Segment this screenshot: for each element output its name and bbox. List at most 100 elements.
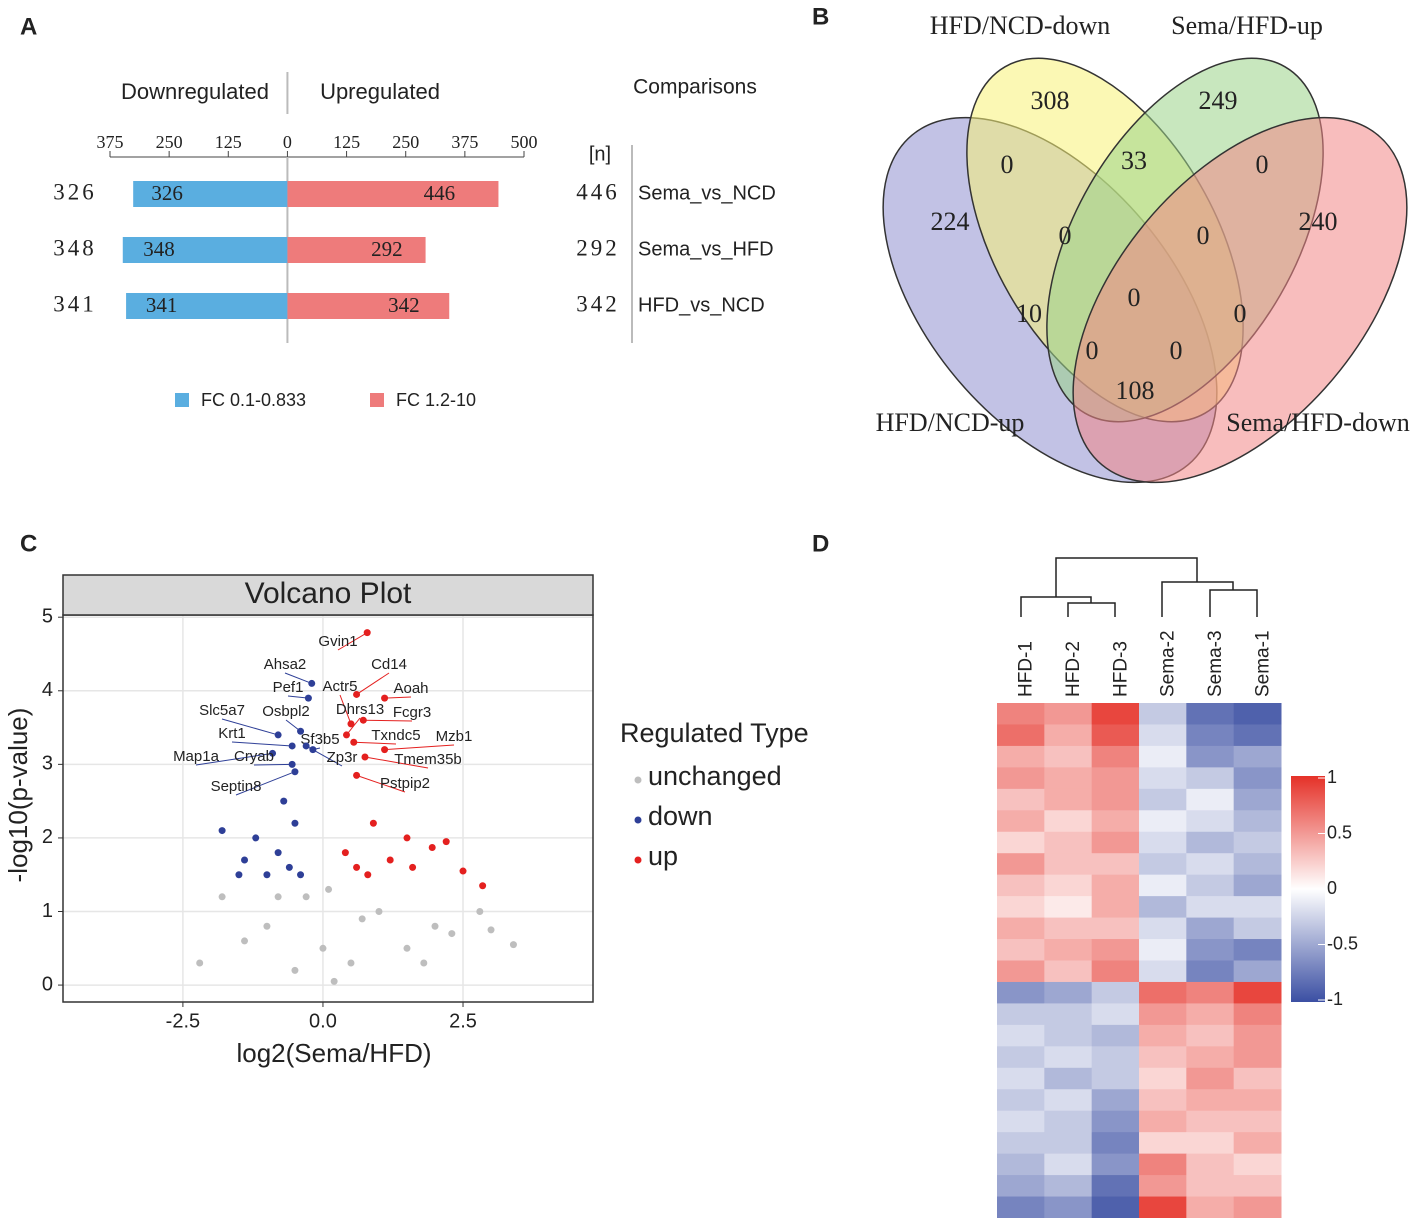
heatmap-cell bbox=[1139, 939, 1187, 961]
legend-label: FC 1.2-10 bbox=[396, 390, 476, 410]
leader-line bbox=[384, 696, 412, 699]
point bbox=[476, 908, 484, 916]
heatmap-cell bbox=[1091, 1175, 1140, 1198]
heatmap-cell bbox=[997, 724, 1045, 747]
region-count: 240 bbox=[1299, 207, 1338, 236]
point bbox=[386, 856, 394, 864]
region-count: 108 bbox=[1116, 376, 1155, 405]
bar-label: 292 bbox=[371, 237, 403, 261]
dendrogram-branches bbox=[1020, 557, 1258, 617]
region-count: 0 bbox=[1234, 299, 1247, 328]
heatmap-cell bbox=[1233, 1153, 1282, 1176]
heatmap-cell bbox=[1186, 767, 1235, 790]
heatmap-cell bbox=[1044, 896, 1093, 919]
bar-label: 341 bbox=[146, 293, 178, 317]
heatmap-cell bbox=[1139, 1132, 1187, 1155]
category-label: Sema_vs_NCD bbox=[638, 182, 776, 204]
heatmap-cell bbox=[1186, 1067, 1235, 1090]
leader-line bbox=[195, 752, 273, 766]
y-tick-label: 4 bbox=[42, 679, 53, 701]
point bbox=[330, 977, 338, 985]
legend-swatch bbox=[634, 816, 642, 824]
point-label: Tmem35b bbox=[394, 751, 462, 768]
heatmap-cell bbox=[1139, 767, 1187, 790]
heatmap-cell bbox=[1186, 1089, 1235, 1112]
heatmap-cell bbox=[997, 1153, 1045, 1176]
heatmap-cell bbox=[1233, 1046, 1282, 1069]
heatmap-cell bbox=[997, 1003, 1045, 1026]
heatmap-cell bbox=[1139, 853, 1187, 876]
region-count: 0 bbox=[1086, 336, 1099, 365]
heatmap-cell bbox=[1044, 724, 1093, 747]
heatmap-cell bbox=[1044, 788, 1093, 811]
column-label: Sema-1 bbox=[1252, 630, 1273, 697]
heatmap-cell bbox=[997, 1132, 1045, 1155]
point bbox=[479, 882, 487, 890]
bar bbox=[122, 237, 288, 263]
count-value: 326 bbox=[53, 179, 97, 204]
heatmap-cell bbox=[997, 745, 1045, 768]
point-label: Pstpip2 bbox=[380, 775, 430, 792]
bar bbox=[287, 237, 426, 263]
column-label: Sema-3 bbox=[1205, 630, 1226, 697]
heatmap-cell bbox=[1186, 917, 1235, 940]
heatmap-cell bbox=[1233, 1132, 1282, 1155]
leader-line bbox=[356, 774, 406, 793]
point bbox=[448, 930, 456, 938]
heatmap-cell bbox=[1091, 896, 1140, 919]
heatmap-cell bbox=[1233, 896, 1282, 919]
heatmap-cell bbox=[1044, 874, 1093, 897]
point bbox=[263, 871, 271, 879]
heatmap-cell bbox=[1044, 767, 1093, 790]
x-tick-label: 500 bbox=[511, 132, 538, 152]
legend-label: down bbox=[648, 801, 713, 831]
point bbox=[252, 834, 260, 842]
point-label: Dhrs13 bbox=[336, 701, 384, 718]
heatmap-cell bbox=[1044, 939, 1093, 961]
heatmap-cell bbox=[1091, 960, 1140, 983]
region-count: 249 bbox=[1199, 86, 1238, 115]
point bbox=[218, 893, 226, 901]
heatmap-cell bbox=[1186, 853, 1235, 876]
count-value: 342 bbox=[576, 291, 620, 316]
region-count: 0 bbox=[1256, 150, 1269, 179]
x-tick-label: 2.5 bbox=[449, 1010, 477, 1032]
point bbox=[509, 941, 517, 949]
heatmap-cell bbox=[1044, 1153, 1093, 1176]
legend-swatch bbox=[634, 776, 642, 784]
heatmap-cell bbox=[1139, 703, 1187, 725]
point-label: Mzb1 bbox=[436, 728, 473, 745]
heatmap-cell bbox=[1091, 874, 1140, 897]
x-tick-label: 0.0 bbox=[309, 1010, 337, 1032]
leader-line bbox=[337, 632, 368, 651]
heatmap-cell bbox=[1186, 1132, 1235, 1155]
point-label: Pef1 bbox=[273, 679, 304, 696]
point-label: Fcgr3 bbox=[393, 704, 431, 721]
heatmap-cell bbox=[1044, 1003, 1093, 1026]
point bbox=[235, 871, 243, 879]
point-label: Zp3r bbox=[327, 749, 358, 766]
point bbox=[420, 959, 428, 967]
dendrogram bbox=[1020, 557, 1258, 617]
x-tick-label: 125 bbox=[333, 132, 360, 152]
heatmap-cell bbox=[1091, 1089, 1140, 1112]
heatmap-cell bbox=[1091, 917, 1140, 940]
colorbar-tick-label: 0 bbox=[1327, 878, 1337, 898]
heatmap-cell bbox=[1233, 917, 1282, 940]
heatmap-cell bbox=[1186, 724, 1235, 747]
heatmap-cell bbox=[1091, 981, 1140, 1004]
legend-label: up bbox=[648, 841, 678, 871]
heatmap-cell bbox=[1233, 724, 1282, 747]
heatmap-cell bbox=[997, 767, 1045, 790]
bar-label: 446 bbox=[424, 181, 456, 205]
heatmap-cell bbox=[1233, 981, 1282, 1004]
heatmap-cell bbox=[1139, 1046, 1187, 1069]
leader-line bbox=[353, 741, 397, 745]
heatmap-cell bbox=[997, 1175, 1045, 1198]
x-tick-label: 250 bbox=[392, 132, 419, 152]
heatmap-cell bbox=[1139, 724, 1187, 747]
heatmap-cell bbox=[1186, 1175, 1235, 1198]
region-count: 0 bbox=[1128, 283, 1141, 312]
point-label: Krt1 bbox=[218, 725, 246, 742]
heatmap-cell bbox=[1044, 810, 1093, 833]
